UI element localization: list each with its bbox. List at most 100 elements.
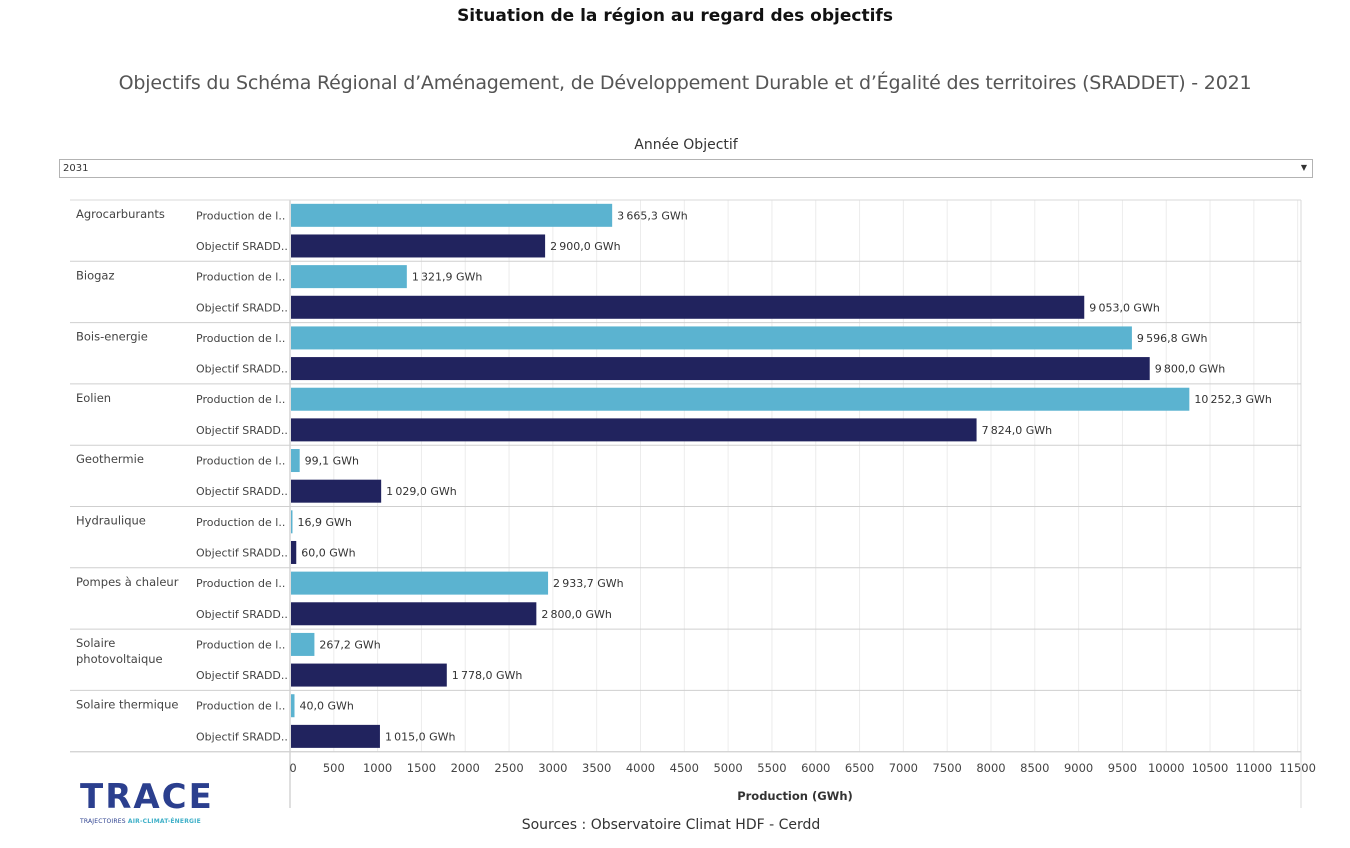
trace-logo: TRACE TRAJECTOIRES AIR-CLIMAT-ÉNERGIE (80, 780, 214, 825)
x-tick-label: 4000 (626, 761, 655, 775)
chart-subtitle: Objectifs du Schéma Régional d’Aménageme… (118, 72, 1252, 94)
x-tick-label: 11500 (1279, 761, 1316, 775)
category-label: Biogaz (76, 268, 115, 282)
data-label: 60,0 GWh (301, 546, 355, 559)
data-label: 267,2 GWh (319, 638, 380, 651)
bar-objectif-1 (291, 295, 1085, 319)
bar-production-8 (291, 694, 295, 718)
x-tick-label: 5500 (757, 761, 786, 775)
data-label: 2 933,7 GWh (553, 577, 624, 590)
bar-production-1 (291, 265, 407, 289)
x-tick-label: 6500 (845, 761, 874, 775)
series-label: Objectif SRADD.. (196, 363, 288, 376)
data-label: 2 900,0 GWh (550, 240, 621, 253)
bar-production-5 (291, 510, 293, 534)
series-label: Production de l.. (196, 332, 285, 345)
bar-objectif-0 (291, 234, 546, 258)
x-tick-label: 8500 (1020, 761, 1049, 775)
year-filter-value: 2031 (63, 163, 89, 174)
sources-note: Sources : Observatoire Climat HDF - Cerd… (521, 817, 821, 833)
bar-objectif-6 (291, 602, 537, 626)
bar-production-0 (291, 203, 613, 227)
series-label: Production de l.. (196, 700, 285, 713)
data-label: 99,1 GWh (305, 455, 359, 468)
x-tick-label: 0 (289, 761, 296, 775)
series-label: Production de l.. (196, 271, 285, 284)
x-tick-label: 3500 (582, 761, 611, 775)
category-label: Pompes à chaleur (76, 575, 179, 589)
data-label: 7 824,0 GWh (982, 424, 1053, 437)
series-label: Production de l.. (196, 516, 285, 529)
page-title: Situation de la région au regard des obj… (457, 6, 893, 26)
x-tick-label: 3000 (538, 761, 567, 775)
bar-objectif-8 (291, 724, 380, 748)
category-label: photovoltaique (76, 652, 163, 666)
x-axis-title: Production (GWh) (737, 789, 853, 803)
category-label: Bois-energie (76, 330, 148, 344)
x-tick-label: 2000 (451, 761, 480, 775)
x-tick-label: 11000 (1236, 761, 1273, 775)
x-tick-label: 7000 (889, 761, 918, 775)
category-label: Solaire (76, 636, 115, 650)
series-label: Objectif SRADD.. (196, 301, 288, 314)
bar-production-6 (291, 571, 549, 595)
category-label: Geothermie (76, 452, 144, 466)
logo-tagline: TRAJECTOIRES AIR-CLIMAT-ÉNERGIE (80, 818, 201, 825)
filter-label: Année Objectif (634, 137, 738, 153)
bar-objectif-7 (291, 663, 447, 687)
bar-objectif-4 (291, 479, 382, 503)
data-label: 9 800,0 GWh (1155, 363, 1226, 376)
category-label: Hydraulique (76, 514, 146, 528)
data-label: 10 252,3 GWh (1194, 393, 1272, 406)
data-label: 1 321,9 GWh (412, 271, 483, 284)
x-tick-label: 6000 (801, 761, 830, 775)
data-label: 1 029,0 GWh (386, 485, 457, 498)
data-label: 1 015,0 GWh (385, 730, 456, 743)
x-tick-label: 10500 (1192, 761, 1229, 775)
x-tick-label: 500 (323, 761, 345, 775)
series-label: Production de l.. (196, 209, 285, 222)
series-label: Objectif SRADD.. (196, 730, 288, 743)
data-label: 40,0 GWh (300, 700, 354, 713)
data-label: 9 596,8 GWh (1137, 332, 1208, 345)
x-tick-label: 10000 (1148, 761, 1185, 775)
x-tick-label: 9500 (1108, 761, 1137, 775)
bar-objectif-5 (291, 540, 297, 564)
category-label: Eolien (76, 391, 111, 405)
x-tick-label: 1500 (407, 761, 436, 775)
x-tick-label: 1000 (363, 761, 392, 775)
bar-objectif-3 (291, 418, 977, 442)
series-label: Objectif SRADD.. (196, 240, 288, 253)
series-label: Production de l.. (196, 455, 285, 468)
data-label: 9 053,0 GWh (1089, 301, 1160, 314)
series-label: Objectif SRADD.. (196, 424, 288, 437)
category-label: Solaire thermique (76, 697, 178, 711)
x-tick-label: 8000 (976, 761, 1005, 775)
x-tick-label: 7500 (933, 761, 962, 775)
series-label: Objectif SRADD.. (196, 546, 288, 559)
bar-production-4 (291, 449, 300, 473)
bar-production-2 (291, 326, 1132, 350)
x-tick-label: 9000 (1064, 761, 1093, 775)
x-tick-label: 4500 (670, 761, 699, 775)
series-label: Production de l.. (196, 393, 285, 406)
year-filter-dropdown[interactable]: 2031 ▼ (59, 159, 1313, 178)
series-label: Production de l.. (196, 577, 285, 590)
data-label: 16,9 GWh (297, 516, 351, 529)
series-label: Production de l.. (196, 638, 285, 651)
x-tick-label: 5000 (713, 761, 742, 775)
bar-objectif-2 (291, 357, 1150, 381)
data-label: 3 665,3 GWh (617, 209, 688, 222)
bar-production-7 (291, 632, 315, 656)
series-label: Objectif SRADD.. (196, 669, 288, 682)
category-label: Agrocarburants (76, 207, 165, 221)
logo-word: TRACE (80, 777, 214, 817)
data-label: 1 778,0 GWh (452, 669, 523, 682)
x-tick-label: 2500 (494, 761, 523, 775)
bar-production-3 (291, 387, 1190, 411)
series-label: Objectif SRADD.. (196, 485, 288, 498)
data-label: 2 800,0 GWh (541, 608, 612, 621)
chevron-down-icon[interactable]: ▼ (1300, 163, 1307, 172)
series-label: Objectif SRADD.. (196, 608, 288, 621)
